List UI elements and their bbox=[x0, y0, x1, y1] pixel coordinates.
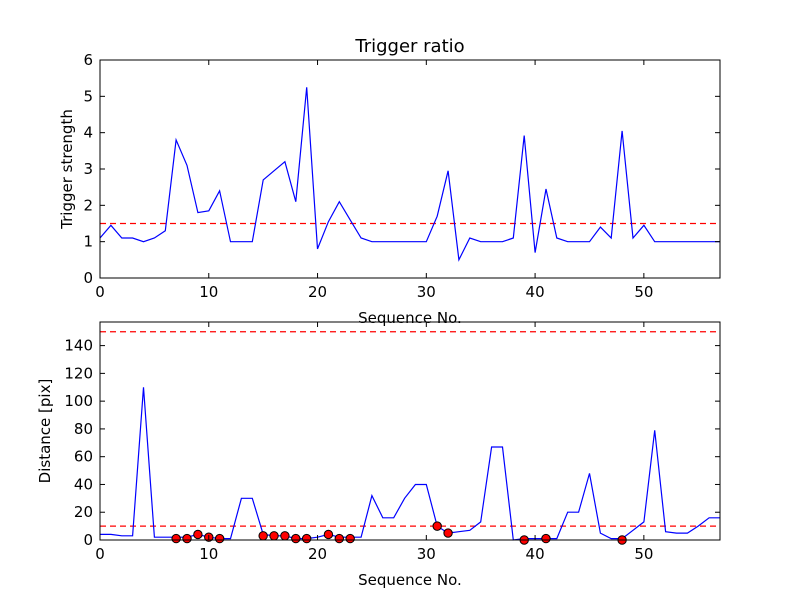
series-line bbox=[99, 87, 720, 262]
x-tick-label: 50 bbox=[634, 283, 653, 301]
y-tick-label: 4 bbox=[83, 124, 93, 142]
plot-frame bbox=[99, 321, 721, 541]
x-tick-label: 40 bbox=[526, 545, 545, 563]
data-marker-12 bbox=[345, 533, 355, 544]
data-marker-13 bbox=[432, 521, 442, 531]
x-tick-label: 30 bbox=[417, 545, 436, 563]
y-tick-label: 5 bbox=[83, 87, 93, 105]
data-marker-5 bbox=[258, 531, 268, 541]
y-tick-label: 60 bbox=[74, 448, 93, 466]
y-tick-label: 2 bbox=[83, 196, 93, 214]
y-tick-label: 20 bbox=[74, 503, 93, 521]
x-tick-label: 50 bbox=[634, 545, 653, 563]
series-line bbox=[100, 387, 720, 541]
data-marker-9 bbox=[301, 533, 312, 544]
data-marker-16 bbox=[541, 533, 551, 544]
y-tick-label: 3 bbox=[83, 160, 93, 178]
y-tick-label: 6 bbox=[83, 51, 93, 69]
x-tick-label: 10 bbox=[199, 545, 218, 563]
y-tick-label: 0 bbox=[83, 269, 93, 287]
x-tick-label: 0 bbox=[95, 283, 105, 301]
y-tick-label: 0 bbox=[83, 531, 93, 549]
data-marker-2 bbox=[193, 529, 203, 540]
data-marker-7 bbox=[280, 531, 290, 541]
data-marker-8 bbox=[291, 533, 301, 544]
y-tick-label: 120 bbox=[64, 364, 93, 382]
x-axis-label: Sequence No. bbox=[358, 571, 462, 589]
data-marker-4 bbox=[214, 533, 225, 544]
data-marker-14 bbox=[443, 528, 453, 538]
chart-title: Trigger ratio bbox=[354, 36, 464, 57]
y-tick-label: 140 bbox=[64, 337, 93, 355]
y-axis-label: Distance [pix] bbox=[36, 379, 54, 484]
data-marker-1 bbox=[182, 533, 192, 544]
x-tick-label: 10 bbox=[199, 283, 218, 301]
trigger-ratio-panel: Trigger ratio 0 10 20 30 40 50 0 1 2 3 4 5 6 Sequence … bbox=[58, 36, 721, 327]
y-tick-label: 40 bbox=[74, 475, 93, 493]
x-tick-label: 20 bbox=[308, 283, 327, 301]
data-marker-10 bbox=[323, 529, 334, 540]
x-tick-label: 40 bbox=[526, 283, 545, 301]
y-tick-label: 80 bbox=[74, 420, 93, 438]
data-marker-11 bbox=[334, 533, 344, 544]
x-tick-label: 20 bbox=[308, 545, 327, 563]
y-tick-label: 1 bbox=[83, 233, 93, 251]
distance-panel: 0 10 20 30 40 50 0 20 40 60 80 100 120 140 Sequence No… bbox=[36, 321, 721, 589]
y-tick-label: 100 bbox=[64, 392, 93, 410]
data-marker-0 bbox=[171, 533, 181, 544]
data-marker-6 bbox=[269, 531, 279, 541]
x-axis-label: Sequence No. bbox=[358, 309, 462, 327]
x-tick-label: 0 bbox=[95, 545, 105, 563]
y-axis-label: Trigger strength bbox=[58, 109, 76, 230]
x-tick-label: 30 bbox=[417, 283, 436, 301]
